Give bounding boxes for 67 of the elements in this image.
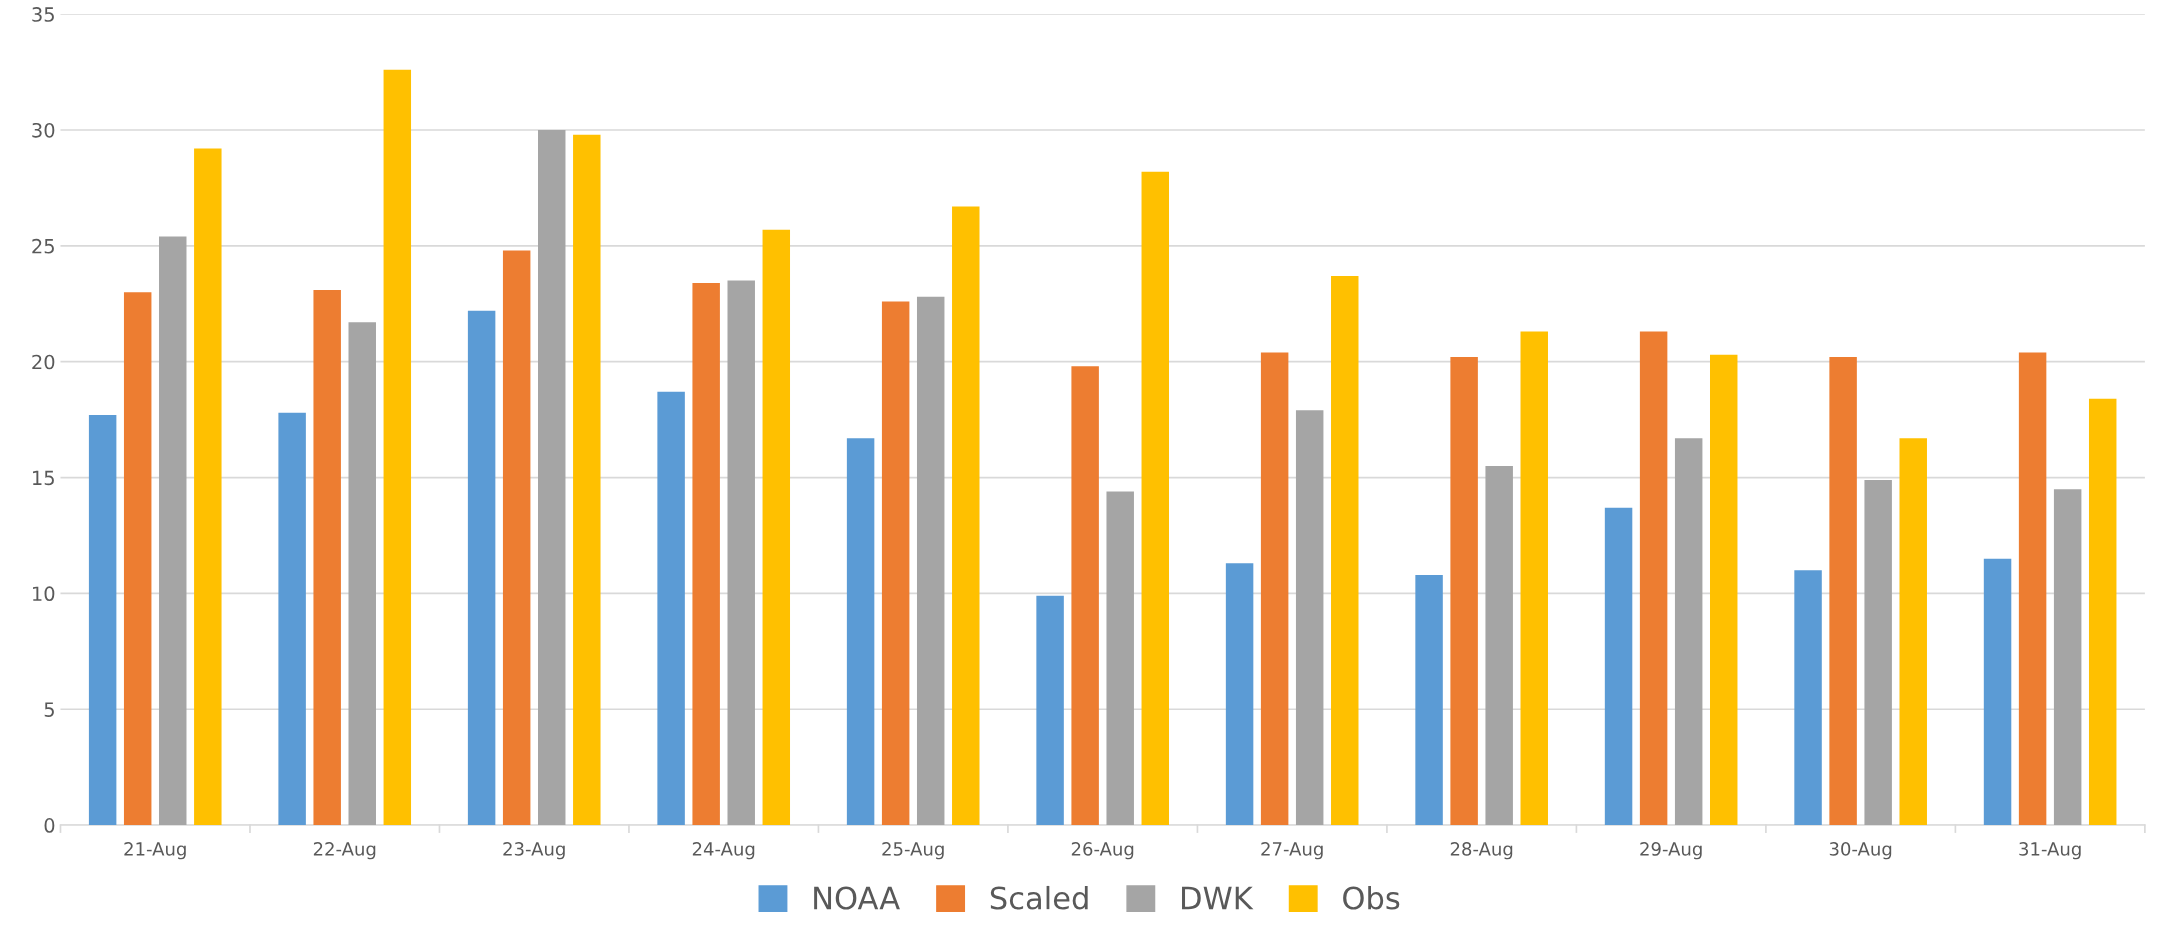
bar <box>1983 558 2012 826</box>
y-tick-label: 20 <box>32 354 55 370</box>
bar <box>1036 595 1064 826</box>
bar <box>692 282 720 826</box>
bar <box>1331 275 1359 826</box>
x-tick-label: 23-Aug <box>503 842 565 860</box>
y-tick-label: 10 <box>33 586 55 602</box>
x-tick-label: 31-Aug <box>2019 842 2081 860</box>
bar <box>1829 357 1857 826</box>
bar <box>348 322 376 826</box>
bar <box>159 236 187 826</box>
bar <box>1710 354 1738 826</box>
y-tick-label: 30 <box>32 122 55 138</box>
bar <box>657 391 685 826</box>
bar <box>538 130 566 826</box>
bar <box>1450 357 1478 826</box>
bar <box>123 292 152 826</box>
bar <box>467 310 496 826</box>
y-tick-label: 35 <box>32 7 54 22</box>
legend-label: Obs <box>1343 885 1400 910</box>
bar <box>952 206 980 826</box>
bar <box>1071 366 1099 826</box>
bar <box>1520 331 1548 826</box>
bar <box>916 296 945 826</box>
bar <box>1295 410 1324 826</box>
x-tick-label: 27-Aug <box>1261 842 1323 860</box>
bar <box>1260 352 1289 826</box>
bar <box>1674 438 1703 826</box>
x-tick-label: 30-Aug <box>1829 842 1892 860</box>
legend-label: Scaled <box>990 885 1088 910</box>
bar <box>1604 507 1633 826</box>
bar <box>1225 563 1254 826</box>
bar <box>573 134 601 826</box>
x-tick-label: 28-Aug <box>1450 842 1513 860</box>
y-tick-label: 15 <box>33 470 54 486</box>
x-tick-label: 29-Aug <box>1640 842 1702 860</box>
bar <box>727 280 755 826</box>
x-tick-label: 26-Aug <box>1071 842 1134 860</box>
bar <box>383 69 412 826</box>
bar <box>88 415 117 826</box>
bar <box>1415 574 1443 826</box>
y-tick-label: 5 <box>44 702 54 717</box>
bar <box>846 438 875 826</box>
bar <box>278 412 306 826</box>
bar <box>1899 438 1927 826</box>
x-tick-label: 25-Aug <box>882 842 944 860</box>
bar <box>1141 171 1169 826</box>
bar <box>1639 331 1668 826</box>
y-tick-label: 0 <box>44 818 55 833</box>
legend-label: DWK <box>1182 886 1254 910</box>
bar <box>2088 398 2117 826</box>
x-tick-label: 22-Aug <box>313 842 376 860</box>
bar <box>313 289 341 826</box>
bar <box>881 301 910 826</box>
bar <box>2018 352 2047 826</box>
bar <box>502 250 531 826</box>
bar <box>2053 489 2082 826</box>
bar <box>1485 465 1513 826</box>
bar <box>1106 491 1134 826</box>
x-tick-label: 24-Aug <box>692 842 755 860</box>
bar <box>762 229 791 826</box>
legend-label: NOAA <box>814 886 900 910</box>
bar <box>1864 479 1892 826</box>
y-tick-label: 25 <box>32 238 54 254</box>
x-tick-label: 21-Aug <box>124 842 186 860</box>
bar <box>1794 570 1822 826</box>
bar <box>194 148 222 826</box>
